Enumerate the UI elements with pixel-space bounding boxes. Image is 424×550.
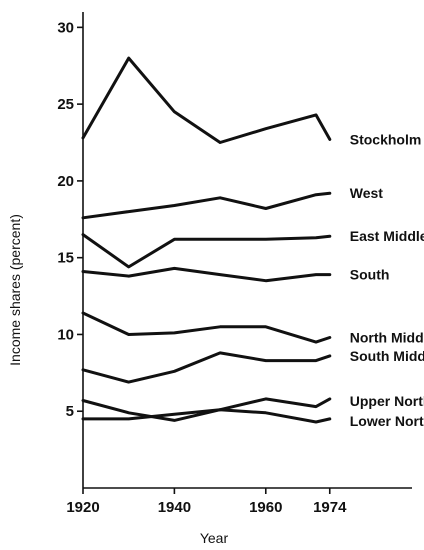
series-line-east-middle (81, 233, 332, 269)
series-label-lower-north: Lower North (350, 413, 424, 429)
series-line-west (81, 191, 332, 220)
axes (82, 12, 412, 489)
series-label-west: West (350, 185, 384, 201)
x-tick-label: 1920 (66, 499, 99, 516)
y-tick-label: 30 (57, 19, 74, 36)
y-tick-label: 15 (57, 250, 74, 267)
series-label-upper-north: Upper North (350, 393, 424, 409)
series-lines (81, 56, 332, 424)
y-ticks: 5 10 15 20 25 30 (57, 19, 83, 420)
series-line-stockholm (81, 56, 332, 144)
y-axis-label: Income shares (percent) (7, 214, 23, 366)
series-label-east-middle: East Middle (350, 228, 424, 244)
series-label-stockholm: Stockholm (350, 131, 422, 147)
x-tick-label: 1974 (313, 499, 347, 516)
x-axis-label: Year (200, 530, 229, 546)
series-label-north-middle: North Middle (350, 330, 424, 346)
series-line-south (81, 266, 332, 283)
y-tick-label: 5 (66, 403, 74, 420)
x-ticks: 1920 1940 1960 1974 (66, 488, 347, 516)
x-tick-label: 1960 (249, 499, 282, 516)
y-tick-label: 10 (57, 326, 74, 343)
y-tick-label: 25 (57, 96, 74, 113)
series-line-south-middle (81, 351, 332, 384)
series-line-lower-north (81, 408, 332, 424)
y-tick-label: 20 (57, 173, 74, 190)
series-line-north-middle (81, 311, 332, 344)
x-tick-label: 1940 (158, 499, 191, 516)
series-labels: Stockholm West East Middle South North Middl… (350, 131, 424, 428)
series-label-south-middle: South Middle (350, 348, 424, 364)
series-label-south: South (350, 267, 390, 283)
